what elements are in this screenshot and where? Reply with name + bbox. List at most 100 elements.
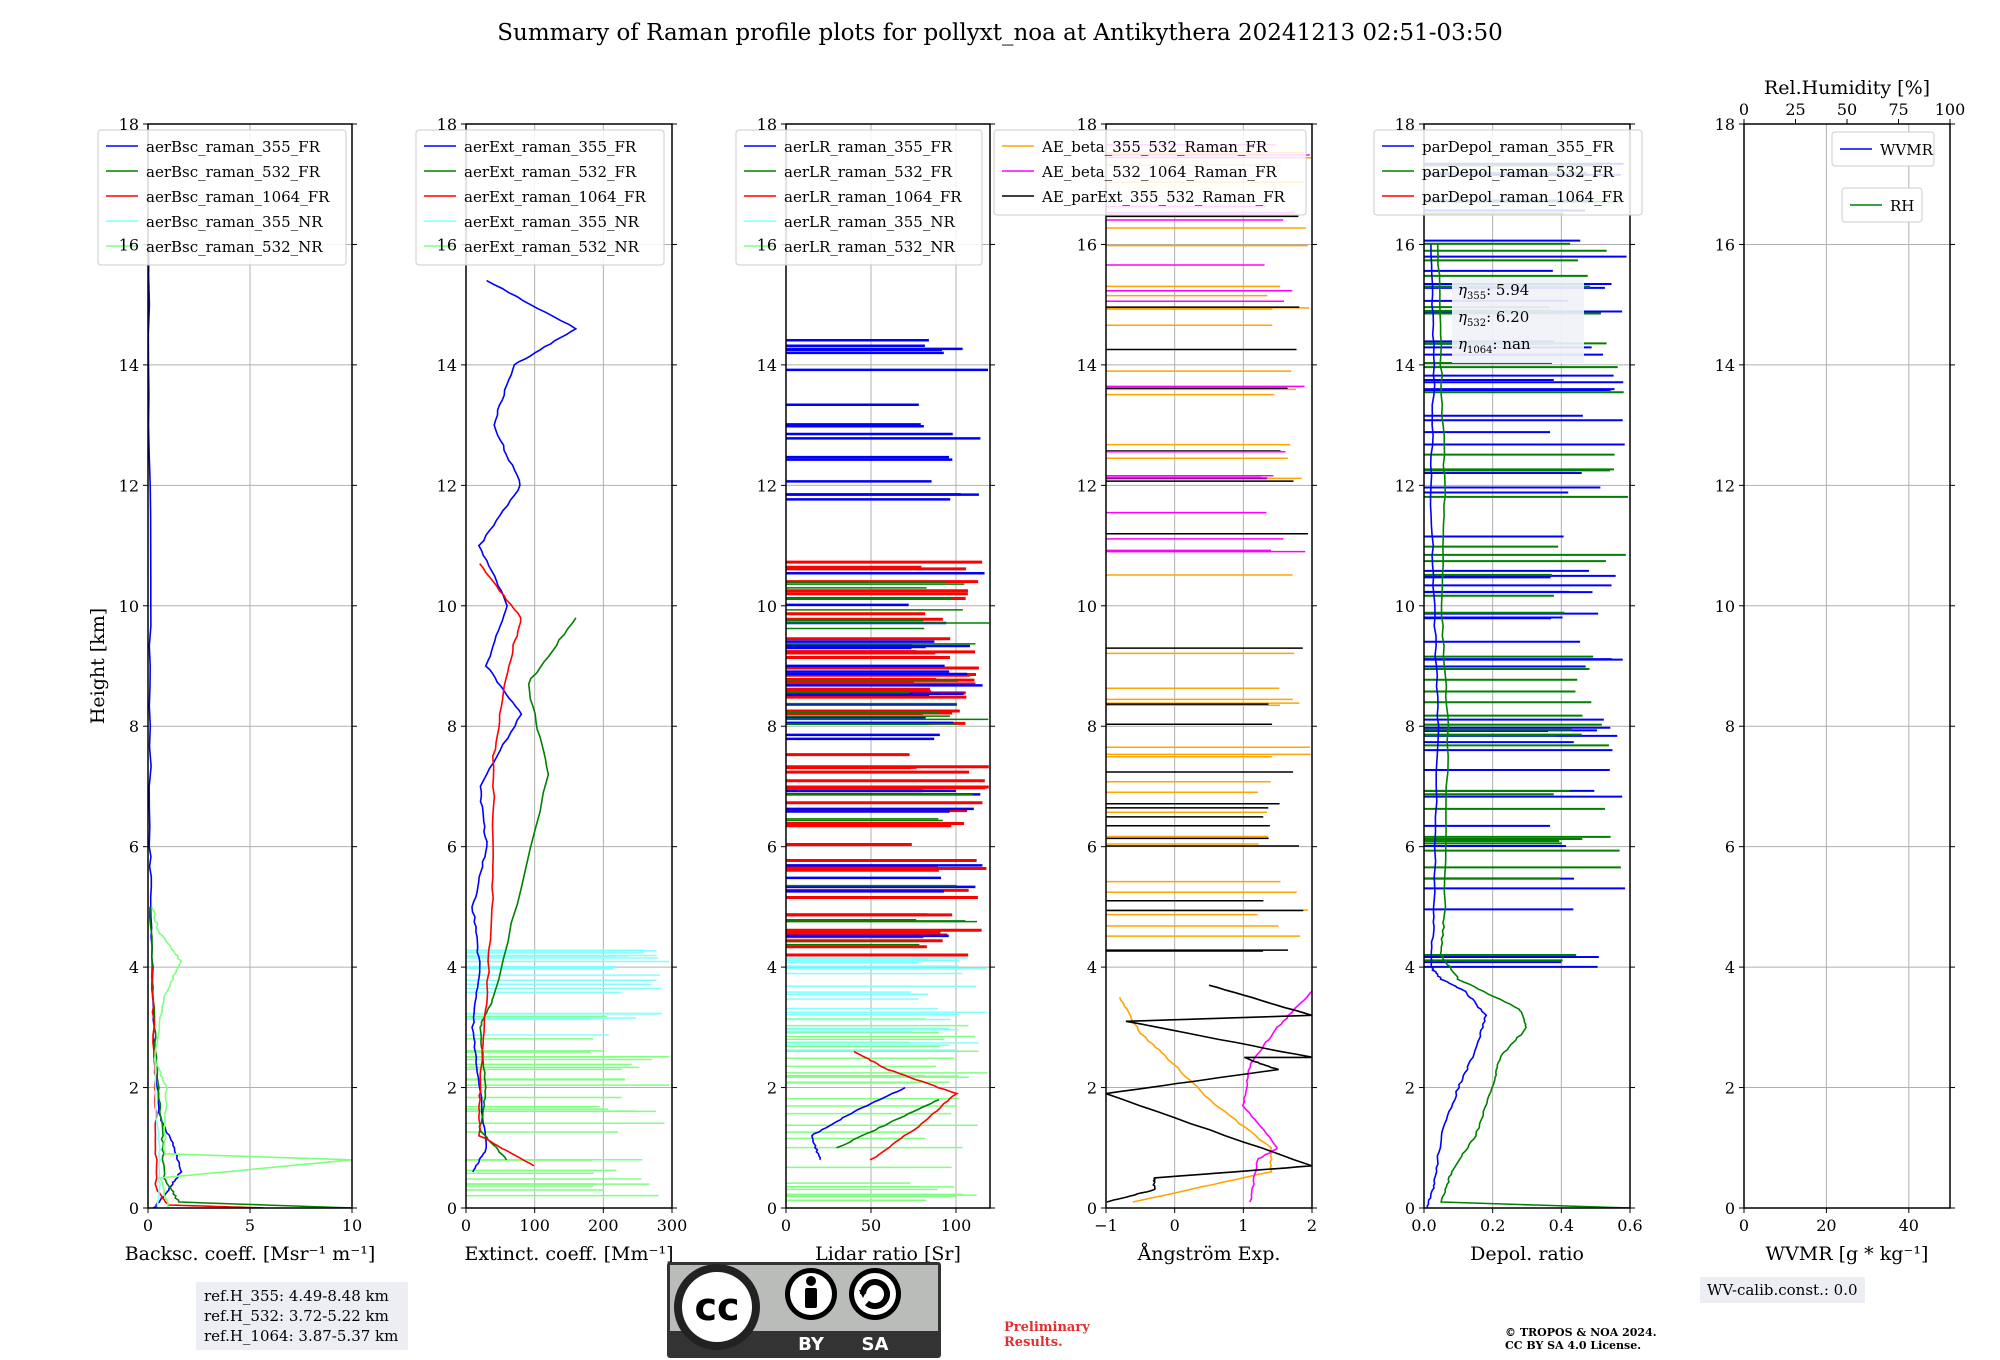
legend-entry: aerBsc_raman_355_NR [146, 213, 323, 231]
legend-entry: WVMR [1880, 141, 1934, 159]
x-axis-label: Backsc. coeff. [Msr⁻¹ m⁻¹] [125, 1243, 376, 1265]
cc-logo-text: cc [694, 1285, 739, 1329]
series-line-aerExt_raman_355_FR [471, 279, 578, 1173]
axes-frame [465, 123, 673, 1209]
y-tick-label: 12 [1395, 476, 1415, 495]
panel-wv [1739, 119, 1955, 1213]
x-tick-label: 0 [1170, 1216, 1180, 1235]
x-tick-label: 300 [657, 1216, 688, 1235]
y-tick-label: 14 [1715, 356, 1735, 375]
legend-box [1373, 129, 1643, 216]
legend-entry: parDepol_raman_355_FR [1422, 138, 1615, 156]
wv-calib-box: WV-calib.const.: 0.0 [1700, 1277, 1865, 1303]
series-layer [1106, 144, 1312, 1203]
legend-entry: aerLR_raman_532_FR [784, 163, 953, 181]
series-line-aerBsc_raman_355_NR [153, 1057, 162, 1208]
y-tick-label: 0 [447, 1199, 457, 1218]
legend-box [415, 129, 665, 266]
preliminary-note: Preliminary Results. [1004, 1320, 1090, 1350]
legend-box [97, 129, 347, 266]
y-tick-label: 0 [767, 1199, 777, 1218]
y-tick-label: 2 [1725, 1079, 1735, 1098]
panel-lr [735, 123, 995, 1213]
preliminary-line-2: Results. [1004, 1335, 1063, 1350]
y-tick-label: 2 [447, 1079, 457, 1098]
series-line-aerLR_raman_532_FR [836, 1098, 940, 1149]
x-tick-label: 0 [1739, 1216, 1749, 1235]
legend-entry: AE_parExt_355_532_Raman_FR [1041, 188, 1286, 206]
series-line-AE_beta_532_1064_Raman_FR [1241, 990, 1312, 1203]
y-tick-label: 0 [1725, 1199, 1735, 1218]
y-tick-label: 6 [447, 838, 457, 857]
legend-entry: aerExt_raman_532_NR [464, 238, 640, 256]
x-tick-label: 100 [519, 1216, 550, 1235]
y-tick-label: 2 [1405, 1079, 1415, 1098]
x-tick-label: 2 [1307, 1216, 1317, 1235]
legend-entry: aerLR_raman_355_FR [784, 138, 953, 156]
x-tick-label: −1 [1094, 1216, 1118, 1235]
top-x-tick-label: 100 [1935, 100, 1966, 119]
top-x-tick-label: 25 [1785, 100, 1805, 119]
y-tick-label: 16 [1395, 235, 1415, 254]
series-line-aerExt_raman_1064_FR [477, 563, 535, 1167]
series-layer [786, 339, 990, 1202]
y-tick-label: 16 [437, 235, 457, 254]
y-tick-label: 18 [437, 115, 457, 134]
series-line-parDepol_raman_355_FR [1426, 244, 1488, 1208]
eta1064-value: nan [1502, 335, 1531, 353]
y-tick-label: 4 [447, 958, 457, 977]
y-tick-label: 10 [1395, 597, 1415, 616]
y-tick-label: 10 [1077, 597, 1097, 616]
ref-1064: ref.H_1064: 3.87-5.37 km [204, 1327, 399, 1345]
x-tick-label: 0 [461, 1216, 471, 1235]
y-tick-label: 6 [129, 838, 139, 857]
legend-entry: parDepol_raman_532_FR [1422, 163, 1615, 181]
series-line-aerBsc_raman_532_NR [151, 906, 352, 1208]
y-tick-label: 8 [129, 717, 139, 736]
y-tick-label: 4 [767, 958, 777, 977]
legend-entry: aerExt_raman_1064_FR [464, 188, 646, 206]
legend-entry: aerExt_raman_355_NR [464, 213, 640, 231]
by-label: BY [798, 1334, 825, 1355]
axes-frame [785, 123, 991, 1209]
axes-frame [1423, 123, 1631, 1209]
series-line-aerLR_raman_355_FR [811, 1086, 906, 1160]
y-tick-label: 12 [119, 476, 139, 495]
y-tick-label: 6 [767, 838, 777, 857]
y-tick-label: 0 [1405, 1199, 1415, 1218]
y-tick-label: 14 [1077, 356, 1097, 375]
x-tick-label: 20 [1816, 1216, 1836, 1235]
y-tick-label: 16 [1715, 235, 1735, 254]
y-tick-label: 0 [1087, 1199, 1097, 1218]
legend-entry: aerBsc_raman_532_NR [146, 238, 323, 256]
x-axis-label: Ångström Exp. [1137, 1243, 1281, 1265]
x-tick-label: 40 [1899, 1216, 1919, 1235]
y-tick-label: 16 [1077, 235, 1097, 254]
y-tick-label: 8 [1405, 717, 1415, 736]
y-axis-label: Height [km] [87, 608, 109, 724]
legend-box [993, 129, 1307, 216]
y-tick-label: 8 [1725, 717, 1735, 736]
y-tick-label: 4 [1725, 958, 1735, 977]
y-tick-label: 6 [1725, 838, 1735, 857]
x-tick-label: 0.0 [1411, 1216, 1436, 1235]
x-tick-label: 1 [1238, 1216, 1248, 1235]
legend-entry: aerLR_raman_1064_FR [784, 188, 962, 206]
y-tick-label: 2 [1087, 1079, 1097, 1098]
angstrom-annotation: η355: 5.94 η532: 6.20 η1064: nan [1452, 278, 1584, 363]
y-tick-label: 18 [757, 115, 777, 134]
y-tick-label: 18 [1395, 115, 1415, 134]
y-tick-label: 12 [1715, 476, 1735, 495]
panel-ae [993, 123, 1317, 1213]
y-tick-label: 2 [129, 1079, 139, 1098]
y-tick-label: 8 [447, 717, 457, 736]
legend-entry: aerExt_raman_532_FR [464, 163, 637, 181]
x-axis-label: Lidar ratio [Sr] [815, 1243, 961, 1265]
series-layer [466, 279, 670, 1197]
copyright-line-1: © TROPOS & NOA 2024. [1505, 1326, 1657, 1339]
y-tick-label: 18 [1715, 115, 1735, 134]
legend-entry: parDepol_raman_1064_FR [1422, 188, 1624, 206]
series-line-aerExt_raman_532_FR [478, 617, 577, 1161]
y-tick-label: 16 [757, 235, 777, 254]
